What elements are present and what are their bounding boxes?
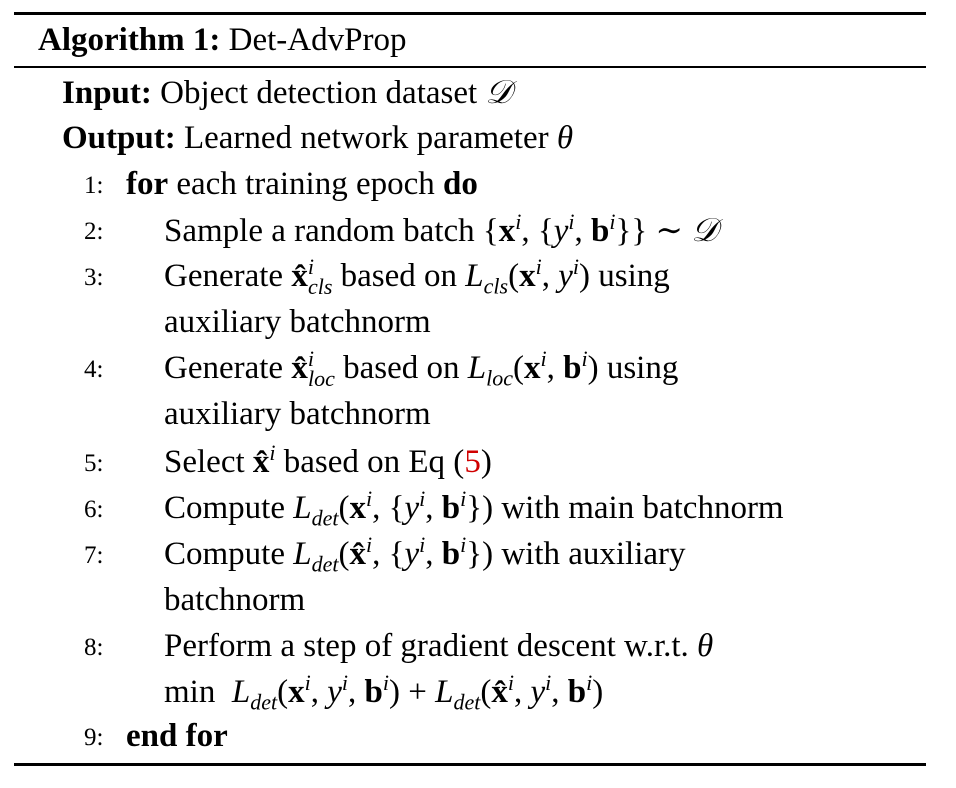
keyword-do: do [443,166,478,202]
step-text: Generate [164,258,284,294]
step-text: auxiliary batchnorm [164,396,431,432]
input-text: Object detection dataset [160,75,478,111]
math-expression: Ldet(x̂i, {yi, bi}) [293,532,494,577]
output-label: Output: [62,120,176,156]
step-number: 7: [84,542,104,569]
step-number: 4: [84,356,104,383]
input-line: Input: Object detection dataset 𝒟 [62,72,512,113]
step-text: based on [340,258,458,294]
algorithm-title-name: Det-AdvProp [228,22,407,58]
theta-symbol: θ [697,628,714,664]
step-number: 5: [84,450,104,477]
step-number: 1: [84,172,104,199]
math-expression: x̂iloc [291,346,335,391]
math-expression: Ldet(xi, yi, bi) + Ldet(x̂i, yi, bi) [231,670,604,715]
step-text: Compute [164,490,285,526]
math-expression: Lcls(xi, yi) [465,254,591,299]
top-rule [14,12,926,15]
input-label: Input: [62,75,152,111]
output-line: Output: Learned network parameter θ [62,118,573,158]
header-rule [14,66,926,68]
step-number: 9: [84,724,104,751]
theta-symbol: θ [556,120,574,156]
step-text: based on Eq ( [283,444,465,480]
math-expression: x̂icls [291,254,333,299]
step-text: each training epoch [168,166,444,202]
step-text: auxiliary batchnorm [164,304,431,340]
step-text: Perform a step of gradient descent w.r.t… [164,628,689,664]
step-text: ) [480,444,492,480]
step-number: 3: [84,264,104,291]
step-number: 6: [84,496,104,523]
step-number: 8: [84,634,104,661]
math-expression: Lloc(xi, bi) [467,346,599,391]
bottom-rule [14,763,926,766]
step-text: using [598,258,670,294]
step-text: with auxiliary [501,536,686,572]
math-expression: {xi, {yi, bi}} ∼ 𝒟 [482,209,718,249]
step-text: Select [164,444,245,480]
step-number: 2: [84,218,104,245]
step-text: Sample a random batch [164,213,475,249]
algorithm-title: Algorithm 1: Det-AdvProp [38,20,406,60]
algorithm-title-prefix: Algorithm 1: [38,22,221,58]
step-text: Compute [164,536,285,572]
step-text: with main batchnorm [501,490,784,526]
step-text: using [606,350,679,386]
keyword-end-for: end for [126,718,228,754]
step-text: batchnorm [164,582,306,618]
keyword-for: for [126,166,169,202]
step-text: Generate [164,350,284,386]
math-expression: Ldet(xi, {yi, bi}) [293,486,494,531]
step-text: based on [343,350,460,386]
step-text: min [164,674,216,710]
output-text: Learned network parameter [183,120,549,156]
math-expression: x̂i [252,440,276,481]
equation-reference-link[interactable]: 5 [464,444,481,480]
dataset-symbol: 𝒟 [485,72,512,111]
